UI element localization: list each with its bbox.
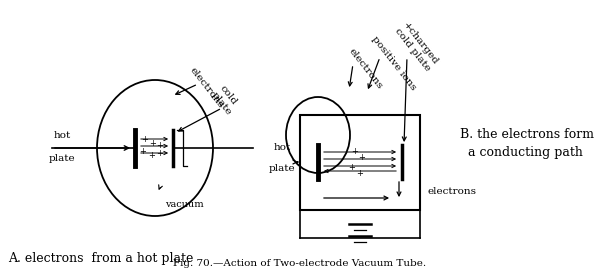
Text: hot: hot [274,143,290,152]
Text: hot: hot [53,131,71,140]
Text: electrons: electrons [188,66,225,110]
Text: +: + [356,168,364,178]
Text: cold
plate: cold plate [210,84,242,117]
Text: +: + [349,163,355,171]
Text: +: + [352,147,358,157]
Text: +: + [140,147,146,155]
Text: A. electrons  from a hot plate: A. electrons from a hot plate [8,252,193,265]
Text: Fig. 70.—Action of Two-electrode Vacuum Tube.: Fig. 70.—Action of Two-electrode Vacuum … [173,259,427,268]
Text: vacuum: vacuum [165,200,203,209]
Text: +: + [157,150,163,158]
Text: electrons: electrons [347,47,384,91]
Text: +charged
cold plate: +charged cold plate [393,20,440,73]
Text: +: + [149,152,155,160]
Text: B. the electrons form: B. the electrons form [460,128,594,141]
Text: +: + [142,135,148,143]
Text: +: + [359,153,365,163]
Text: +: + [149,138,157,147]
Text: +: + [157,142,163,150]
Text: plate: plate [269,164,295,173]
Text: a conducting path: a conducting path [468,146,583,159]
Text: plate: plate [49,154,76,163]
Text: electrons: electrons [428,188,477,196]
Bar [300,115,420,210]
Text: positive ions: positive ions [370,34,418,92]
